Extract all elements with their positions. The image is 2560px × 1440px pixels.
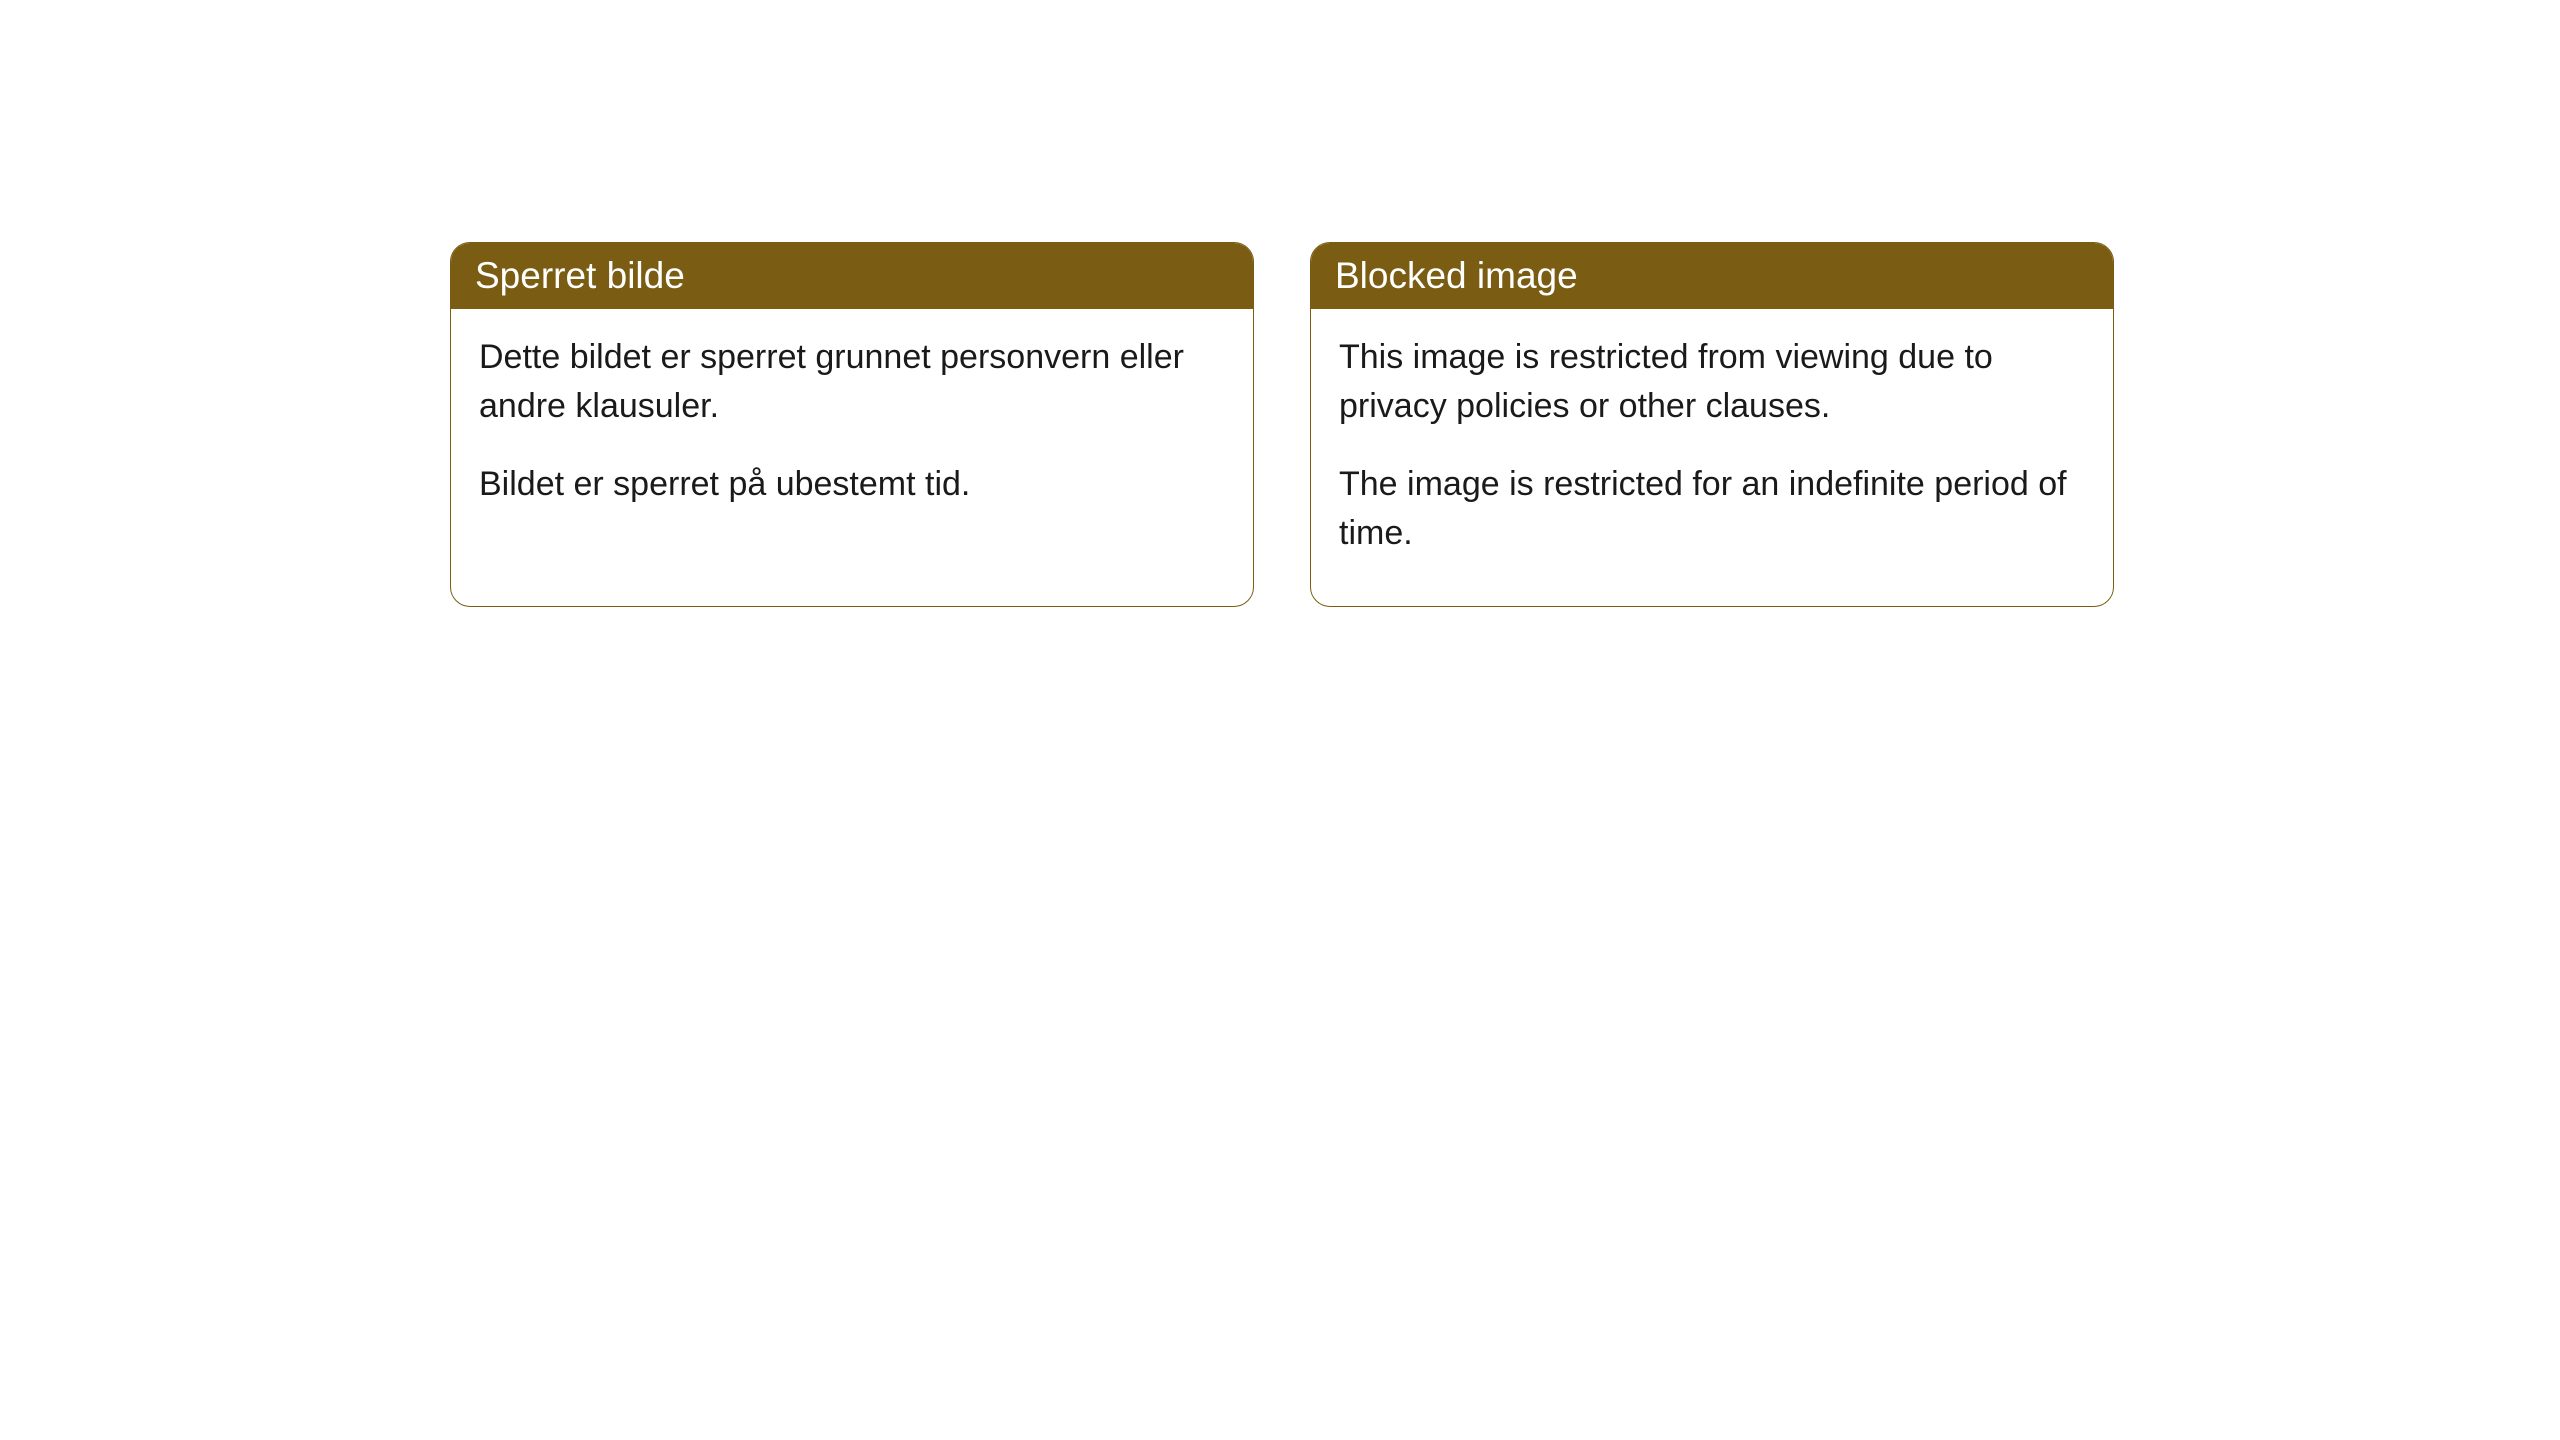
notice-text-line-2: The image is restricted for an indefinit… bbox=[1339, 460, 2085, 559]
notice-card-english: Blocked image This image is restricted f… bbox=[1310, 242, 2114, 607]
notice-text-line-1: Dette bildet er sperret grunnet personve… bbox=[479, 333, 1225, 432]
notice-card-body: This image is restricted from viewing du… bbox=[1311, 309, 2113, 606]
notice-card-title: Blocked image bbox=[1311, 243, 2113, 309]
notice-text-line-2: Bildet er sperret på ubestemt tid. bbox=[479, 460, 1225, 509]
notice-card-norwegian: Sperret bilde Dette bildet er sperret gr… bbox=[450, 242, 1254, 607]
notice-card-body: Dette bildet er sperret grunnet personve… bbox=[451, 309, 1253, 557]
notice-cards-row: Sperret bilde Dette bildet er sperret gr… bbox=[450, 242, 2114, 607]
notice-text-line-1: This image is restricted from viewing du… bbox=[1339, 333, 2085, 432]
notice-card-title: Sperret bilde bbox=[451, 243, 1253, 309]
